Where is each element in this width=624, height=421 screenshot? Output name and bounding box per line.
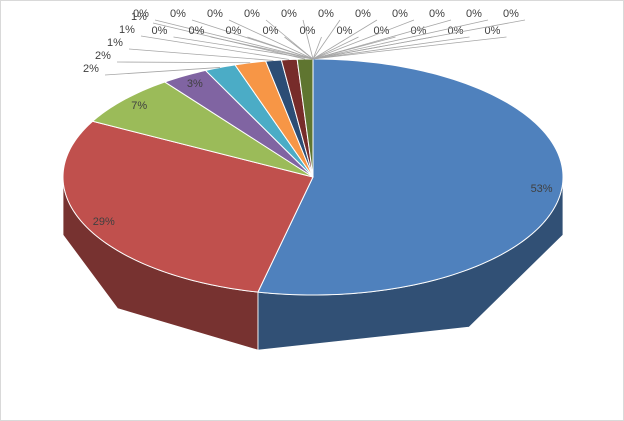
data-label: 3% [187,78,203,90]
leader-line [312,19,341,60]
data-label: 0% [207,8,223,20]
leader-line [173,36,314,60]
data-label: 0% [337,25,353,37]
leader-line [312,19,415,60]
leader-line [312,19,378,60]
data-label: 0% [133,8,149,20]
leader-line [312,19,489,60]
leader-line [247,36,314,60]
slice [234,60,314,178]
data-label: 2% [95,50,111,62]
leader-line [312,19,452,60]
slice [163,69,314,178]
data-label: 0% [429,8,445,20]
leader-line [104,67,221,76]
leader-line [312,36,322,60]
data-label: 0% [503,8,519,20]
slice [91,81,314,178]
data-label: 0% [281,8,297,20]
slice [204,64,314,178]
data-label: 1% [107,37,123,49]
slice [257,58,564,296]
leader-line [312,36,359,60]
data-label: 7% [131,100,147,112]
data-label: 0% [318,8,334,20]
leader-line [154,19,314,60]
leader-line [228,19,314,60]
leader-line [312,36,507,60]
leader-line [284,36,314,60]
data-label: 2% [83,63,99,75]
leader-line [140,35,290,60]
leader-line [312,36,470,60]
data-label: 0% [170,8,186,20]
data-label: 53% [531,183,553,195]
data-label: 0% [485,25,501,37]
data-label: 0% [263,25,279,37]
leader-line [116,61,251,64]
leader-line [302,19,314,60]
slice [62,120,314,293]
data-label: 1% [119,24,135,36]
data-label: 0% [355,8,371,20]
data-label: 0% [466,8,482,20]
data-label: 0% [226,25,242,37]
data-label: 0% [244,8,260,20]
data-label: 1% [131,11,147,23]
data-label: 0% [392,8,408,20]
data-label: 0% [300,25,316,37]
leader-line [210,36,314,60]
data-label: 0% [448,25,464,37]
data-label: 0% [152,25,168,37]
leader-line [128,48,274,61]
leader-line [312,19,526,60]
data-label: 0% [189,25,205,37]
data-label: 29% [93,216,115,228]
